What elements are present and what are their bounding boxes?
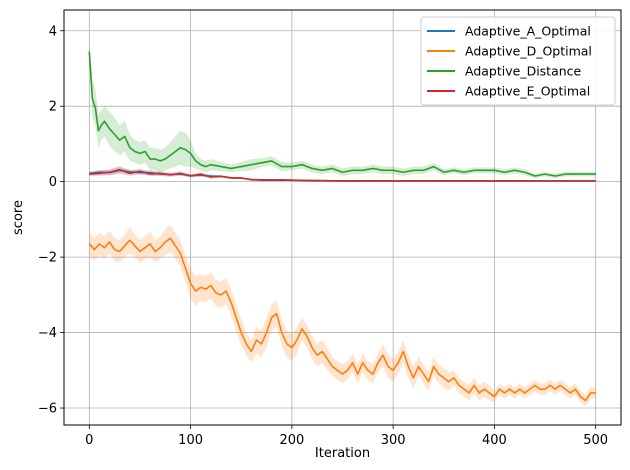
legend-item-adaptive-e-optimal: Adaptive_E_Optimal — [427, 84, 590, 99]
adaptive-e-optimal-line — [89, 168, 596, 182]
y-tick-label: 0 — [49, 175, 57, 190]
x-tick-label: 400 — [482, 433, 507, 448]
adaptive-distance-band — [89, 42, 596, 179]
y-tick-label: −2 — [38, 251, 57, 266]
x-tick-label: 500 — [583, 433, 608, 448]
plot-frame — [63, 9, 622, 426]
legend-items: Adaptive_A_Optimal Adaptive_D_Optimal Adap… — [427, 24, 592, 99]
legend-label: Adaptive_D_Optimal — [465, 44, 592, 59]
y-tick-label: 4 — [49, 24, 57, 39]
tick-layer: 0 100 200 300 400 500 −6 −4 −2 0 2 4 — [38, 24, 608, 448]
legend-label: Adaptive_Distance — [465, 64, 582, 79]
legend-label: Adaptive_E_Optimal — [465, 84, 590, 99]
x-tick-label: 200 — [279, 433, 304, 448]
legend-item-adaptive-distance: Adaptive_Distance — [427, 64, 582, 79]
legend-item-adaptive-d-optimal: Adaptive_D_Optimal — [427, 44, 592, 59]
y-tick-label: 2 — [49, 100, 57, 115]
x-tick-label: 100 — [178, 433, 203, 448]
legend: Adaptive_A_Optimal Adaptive_D_Optimal Adap… — [420, 16, 616, 106]
line-layer — [88, 51, 596, 402]
adaptive-a-optimal-band — [89, 167, 596, 182]
adaptive-distance-line — [88, 51, 596, 177]
adaptive-d-optimal-line — [88, 237, 596, 402]
legend-label: Adaptive_A_Optimal — [465, 24, 591, 39]
legend-box — [420, 16, 616, 106]
x-axis-label: Iteration — [315, 446, 370, 461]
x-tick-label: 300 — [381, 433, 406, 448]
adaptive-d-optimal-band — [89, 225, 596, 407]
legend-item-adaptive-a-optimal: Adaptive_A_Optimal — [427, 24, 591, 39]
y-tick-label: −4 — [38, 326, 57, 341]
y-tick-label: −6 — [38, 402, 57, 417]
x-tick-label: 0 — [85, 433, 93, 448]
y-axis-label: score — [11, 200, 26, 235]
